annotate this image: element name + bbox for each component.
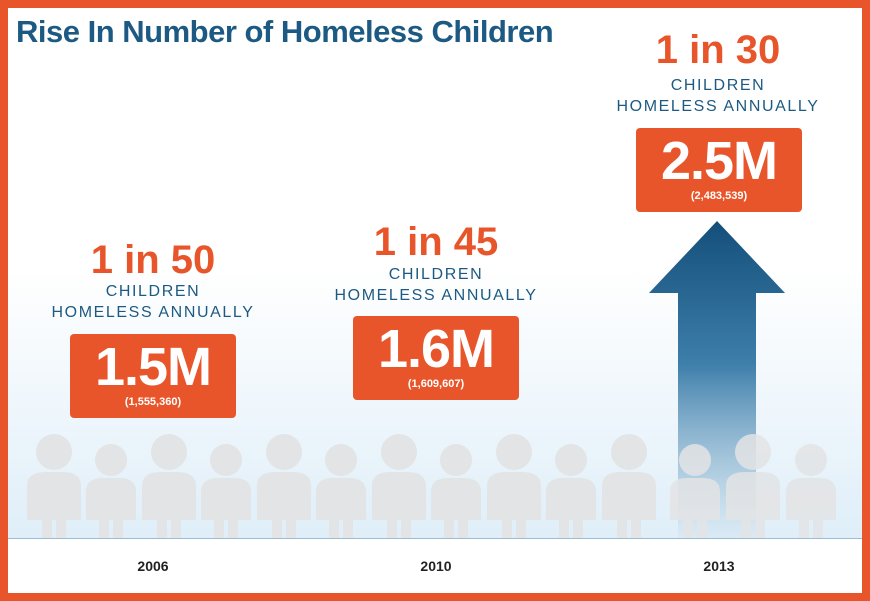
children-figures (27, 434, 836, 538)
year-label-2006: 2006 (137, 558, 169, 574)
baseline (8, 538, 862, 539)
year-label-2010: 2010 (420, 558, 452, 574)
child-figure-icon (86, 444, 136, 538)
exact-value-2006: (1,555,360) (124, 396, 182, 408)
child-figure-icon (670, 444, 720, 538)
caption-line2: HOMELESS ANNUALLY (51, 304, 255, 321)
chart-title: Rise In Number of Homeless Children (16, 14, 554, 49)
exact-value-2013: (2,483,539) (690, 190, 748, 202)
caption-2013: CHILDREN HOMELESS ANNUALLY (598, 75, 838, 117)
value-box-2006: 1.5M (1,555,360) (70, 334, 236, 418)
value-box-2010: 1.6M (1,609,607) (353, 316, 519, 400)
caption-line1: CHILDREN (105, 283, 201, 300)
caption-line1: CHILDREN (388, 266, 484, 283)
caption-line2: HOMELESS ANNUALLY (334, 287, 538, 304)
child-figure-icon (487, 434, 541, 538)
child-figure-icon (726, 434, 780, 538)
child-figure-icon (546, 444, 596, 538)
caption-2006: CHILDREN HOMELESS ANNUALLY (33, 281, 273, 323)
child-figure-icon (257, 434, 311, 538)
value-box-2013: 2.5M (2,483,539) (636, 128, 802, 212)
year-label-2013: 2013 (703, 558, 735, 574)
child-figure-icon (786, 444, 836, 538)
caption-line1: CHILDREN (670, 77, 766, 94)
exact-value-2010: (1,609,607) (407, 378, 465, 390)
value-label-2010: 1.6M (377, 319, 495, 379)
child-figure-icon (316, 444, 366, 538)
child-figure-icon (602, 434, 656, 538)
value-label-2006: 1.5M (94, 337, 212, 397)
value-label-2013: 2.5M (660, 131, 778, 191)
caption-2010: CHILDREN HOMELESS ANNUALLY (316, 264, 556, 306)
ratio-2010: 1 in 45 (373, 220, 499, 264)
caption-line2: HOMELESS ANNUALLY (616, 98, 820, 115)
child-figure-icon (142, 434, 196, 538)
child-figure-icon (201, 444, 251, 538)
child-figure-icon (27, 434, 81, 538)
child-figure-icon (431, 444, 481, 538)
child-figure-icon (372, 434, 426, 538)
ratio-2006: 1 in 50 (90, 238, 216, 282)
ratio-2013: 1 in 30 (655, 28, 781, 72)
chart-canvas (27, 221, 836, 538)
